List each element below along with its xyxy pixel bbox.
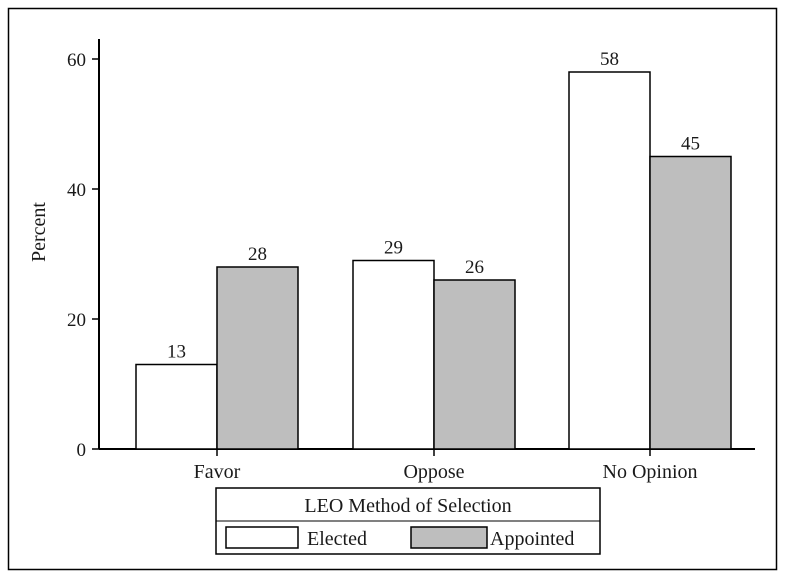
legend-label-appointed: Appointed <box>490 528 574 550</box>
bar-oppose-elected <box>352 259 435 450</box>
x-tick-label-oppose: Oppose <box>403 461 464 483</box>
y-tick-label-40: 40 <box>67 180 86 201</box>
y-tick-label-60: 60 <box>67 50 86 71</box>
data-label-oppose-elected: 29 <box>384 238 403 259</box>
bars: 13 28 29 26 58 45 <box>135 49 732 450</box>
x-tick-label-no-opinion: No Opinion <box>603 461 698 483</box>
legend-title: LEO Method of Selection <box>304 495 511 517</box>
bar-favor-elected <box>135 363 218 450</box>
y-ticks: 0 20 40 60 <box>67 50 99 461</box>
bar-no-opinion-appointed <box>649 155 732 450</box>
data-label-no-opinion-appointed: 45 <box>681 134 700 155</box>
x-ticks: Favor Oppose No Opinion <box>194 449 698 483</box>
legend: LEO Method of Selection Elected Appointe… <box>215 487 601 555</box>
bar-oppose-appointed <box>433 279 516 450</box>
chart-border <box>7 7 778 571</box>
y-axis-title: Percent <box>28 202 50 262</box>
y-tick-label-20: 20 <box>67 310 86 331</box>
x-tick-label-favor: Favor <box>194 461 241 483</box>
data-label-favor-elected: 13 <box>167 342 186 363</box>
legend-label-elected: Elected <box>307 528 367 550</box>
data-label-favor-appointed: 28 <box>248 244 267 265</box>
y-tick-label-0: 0 <box>77 440 87 461</box>
bar-no-opinion-elected <box>568 71 651 450</box>
data-label-oppose-appointed: 26 <box>465 257 484 278</box>
legend-swatch-appointed <box>410 526 488 549</box>
bar-favor-appointed <box>216 266 299 450</box>
data-label-no-opinion-elected: 58 <box>600 49 619 70</box>
legend-swatch-elected <box>225 526 299 549</box>
